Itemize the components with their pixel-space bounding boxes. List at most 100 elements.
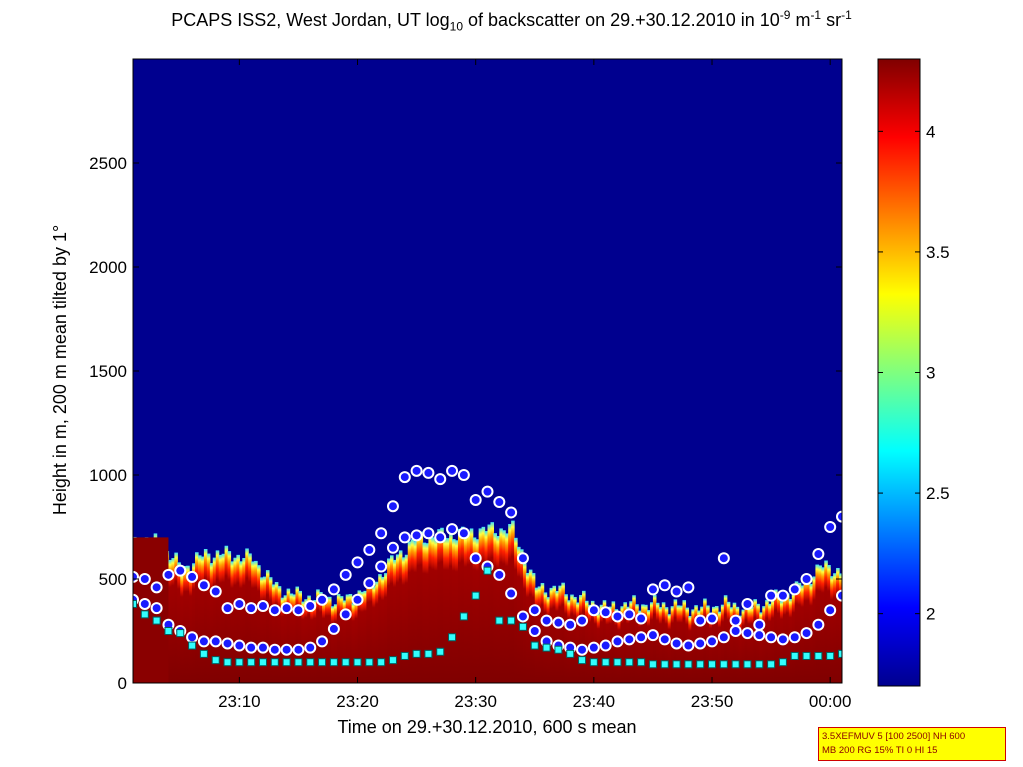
square-marker	[235, 658, 244, 667]
circle-marker	[670, 637, 683, 650]
x-axis: 23:10 23:20 23:30 23:40 23:50 00:00	[218, 59, 851, 711]
circle-marker	[776, 633, 789, 646]
heatmap-column	[549, 587, 554, 683]
circle-marker	[138, 597, 151, 610]
circle-marker	[635, 612, 648, 625]
y-tick-label: 1500	[89, 362, 127, 381]
heatmap-column	[387, 558, 391, 683]
circle-marker	[505, 506, 518, 519]
square-marker	[471, 591, 480, 600]
x-tick-label: 23:30	[454, 692, 497, 711]
square-marker	[388, 656, 397, 665]
heatmap-column	[505, 533, 509, 683]
circle-marker	[812, 618, 825, 631]
heatmap-column	[378, 574, 382, 683]
circle-marker	[304, 641, 317, 654]
circle-marker	[186, 570, 199, 583]
square-marker	[258, 658, 267, 667]
circle-marker	[375, 560, 388, 573]
circle-marker	[363, 577, 376, 590]
circle-marker	[505, 587, 518, 600]
circle-marker	[422, 466, 435, 479]
circle-marker	[717, 631, 730, 644]
heatmap-column	[242, 557, 246, 683]
heatmap-column	[227, 551, 232, 683]
circle-marker	[611, 610, 624, 623]
circle-marker	[138, 573, 151, 585]
heatmap-column	[644, 604, 648, 683]
square-marker	[329, 658, 338, 667]
heatmap-column	[304, 599, 308, 683]
circle-marker	[150, 602, 163, 615]
circle-marker	[765, 631, 778, 644]
circle-marker	[587, 604, 600, 617]
heatmap-column	[195, 552, 199, 683]
circle-marker	[221, 602, 234, 615]
heatmap-column	[313, 600, 317, 683]
circle-marker	[694, 637, 707, 650]
square-marker	[188, 641, 197, 650]
title-text-units: of backscatter on 29.+30.12.2010 in 10	[463, 10, 780, 30]
square-marker	[377, 658, 386, 667]
square-marker	[495, 616, 504, 625]
heatmap-column	[446, 538, 450, 683]
heatmap-column	[638, 610, 642, 683]
heatmap-column	[395, 554, 400, 683]
heatmap-column	[192, 563, 196, 683]
heatmap-column	[224, 545, 229, 683]
heatmap-column	[732, 602, 737, 683]
heatmap-column	[655, 602, 660, 683]
settings-line-1: 3.5XEFMUV 5 [100 2500] NH 600	[822, 731, 966, 742]
y-tick-label: 500	[99, 570, 127, 589]
heatmap-column	[827, 565, 831, 683]
square-marker	[767, 660, 776, 669]
circle-marker	[729, 614, 742, 627]
circle-marker	[245, 602, 258, 615]
y-axis-label: Height in m, 200 m mean tilted by 1°	[50, 225, 70, 515]
heatmap-column	[756, 603, 760, 683]
circle-marker	[363, 543, 376, 556]
heatmap-column	[579, 594, 583, 683]
square-marker	[140, 610, 149, 619]
square-marker	[483, 566, 492, 575]
circle-marker	[564, 618, 577, 631]
heatmap-column	[797, 582, 802, 683]
heatmap-column	[558, 585, 562, 683]
circle-marker	[599, 606, 612, 619]
heatmap-column	[833, 573, 837, 683]
heatmap-column	[357, 590, 362, 683]
circle-marker	[233, 639, 246, 652]
heatmap-column	[239, 561, 243, 683]
square-marker	[755, 660, 764, 669]
circle-marker	[646, 583, 659, 596]
square-marker	[838, 649, 842, 658]
circle-marker	[209, 635, 222, 648]
square-marker	[400, 651, 409, 660]
circle-marker	[658, 579, 671, 592]
square-marker	[164, 627, 173, 635]
circle-marker	[292, 604, 305, 617]
heatmap-column	[567, 600, 571, 683]
square-marker	[459, 612, 468, 621]
heatmap-column	[419, 531, 424, 683]
chart-title: PCAPS ISS2, West Jordan, UT log10 of bac…	[0, 8, 1023, 34]
heatmap-column	[428, 535, 432, 683]
heatmap-column	[209, 563, 214, 683]
heatmap-column	[472, 537, 477, 683]
heatmap-column	[236, 554, 240, 683]
circle-marker	[256, 641, 269, 654]
square-marker	[684, 660, 693, 669]
heatmap-column	[372, 586, 376, 683]
circle-marker	[765, 589, 778, 602]
square-marker	[223, 658, 232, 667]
square-marker	[708, 660, 717, 669]
x-tick-label: 00:00	[809, 692, 852, 711]
heatmap-column	[268, 577, 273, 683]
circle-marker	[316, 593, 329, 606]
heatmap-column	[434, 539, 438, 683]
heatmap-column	[753, 599, 757, 683]
heatmap-column	[443, 538, 447, 683]
heatmap-column	[200, 556, 205, 683]
title-exponent-1: -9	[779, 8, 791, 22]
heatmap-column	[369, 578, 373, 683]
